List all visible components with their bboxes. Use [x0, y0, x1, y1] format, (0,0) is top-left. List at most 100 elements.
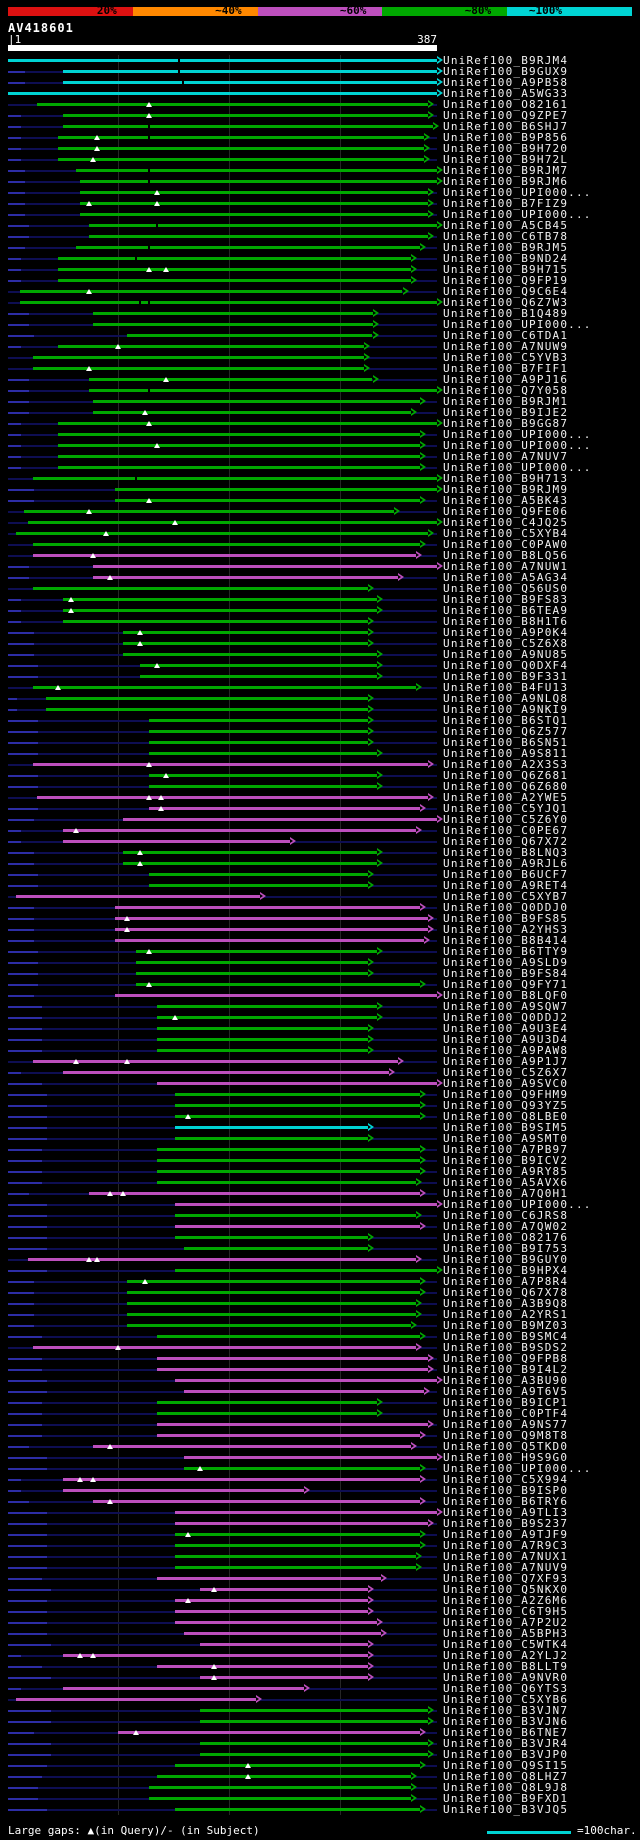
- hit-label[interactable]: UniRef100_B9H720: [443, 142, 569, 155]
- hit-label[interactable]: UniRef100_A7NUX1: [443, 1550, 569, 1563]
- hit-bar[interactable]: [8, 59, 437, 62]
- hit-label[interactable]: UniRef100_A2YRS1: [443, 1308, 569, 1321]
- hit-label[interactable]: UniRef100_A9SQW7: [443, 1000, 569, 1013]
- hit-bar[interactable]: [36, 796, 429, 799]
- hit-label[interactable]: UniRef100_A9PJ16: [443, 373, 569, 386]
- hit-label[interactable]: UniRef100_C5Z6Y0: [443, 813, 569, 826]
- hit-label[interactable]: UniRef100_Q6Z680: [443, 780, 569, 793]
- hit-bar[interactable]: [174, 1104, 421, 1107]
- hit-bar[interactable]: [62, 840, 291, 843]
- hit-label[interactable]: UniRef100_C0PE67: [443, 824, 569, 837]
- hit-bar[interactable]: [183, 1247, 369, 1250]
- hit-bar[interactable]: [45, 708, 369, 711]
- hit-bar[interactable]: [62, 125, 433, 128]
- hit-label[interactable]: UniRef100_A7NUV9: [443, 1561, 569, 1574]
- hit-bar[interactable]: [58, 257, 412, 260]
- hit-bar[interactable]: [200, 1709, 429, 1712]
- hit-bar[interactable]: [32, 763, 429, 766]
- hit-label[interactable]: UniRef100_B9I4L2: [443, 1363, 569, 1376]
- hit-bar[interactable]: [32, 686, 416, 689]
- hit-bar[interactable]: [80, 180, 437, 183]
- hit-bar[interactable]: [23, 510, 394, 513]
- hit-label[interactable]: UniRef100_B9SMC4: [443, 1330, 569, 1343]
- hit-label[interactable]: UniRef100_A9PAW8: [443, 1044, 569, 1057]
- hit-bar[interactable]: [92, 1445, 412, 1448]
- hit-bar[interactable]: [32, 477, 437, 480]
- hit-label[interactable]: UniRef100_B9ISP0: [443, 1484, 569, 1497]
- hit-label[interactable]: UniRef100_B3VJN7: [443, 1704, 569, 1717]
- hit-bar[interactable]: [156, 1005, 377, 1008]
- hit-bar[interactable]: [126, 334, 373, 337]
- hit-bar[interactable]: [20, 301, 437, 304]
- hit-bar[interactable]: [149, 807, 421, 810]
- hit-label[interactable]: UniRef100_Q5TKD0: [443, 1440, 569, 1453]
- hit-bar[interactable]: [126, 1291, 421, 1294]
- hit-label[interactable]: UniRef100_Q7XF93: [443, 1572, 569, 1585]
- hit-bar[interactable]: [156, 1357, 429, 1360]
- hit-bar[interactable]: [149, 730, 368, 733]
- hit-label[interactable]: UniRef100_B6UCF7: [443, 868, 569, 881]
- hit-label[interactable]: UniRef100_UPI000...: [443, 439, 592, 452]
- hit-bar[interactable]: [32, 587, 369, 590]
- hit-label[interactable]: UniRef100_B8LQF0: [443, 989, 569, 1002]
- hit-label[interactable]: UniRef100_B9GUX9: [443, 65, 569, 78]
- hit-bar[interactable]: [174, 1566, 416, 1569]
- hit-bar[interactable]: [8, 92, 437, 95]
- hit-bar[interactable]: [156, 1016, 377, 1019]
- hit-bar[interactable]: [62, 114, 429, 117]
- hit-label[interactable]: UniRef100_B8B414: [443, 934, 569, 947]
- hit-bar[interactable]: [58, 444, 421, 447]
- hit-bar[interactable]: [149, 1786, 412, 1789]
- hit-bar[interactable]: [32, 1346, 416, 1349]
- hit-bar[interactable]: [62, 1687, 304, 1690]
- hit-label[interactable]: UniRef100_B9H72L: [443, 153, 569, 166]
- hit-bar[interactable]: [200, 1753, 429, 1756]
- hit-label[interactable]: UniRef100_UPI000...: [443, 428, 592, 441]
- hit-label[interactable]: UniRef100_C5YVB3: [443, 351, 569, 364]
- hit-label[interactable]: UniRef100_C4JQ25: [443, 516, 569, 529]
- hit-bar[interactable]: [92, 411, 412, 414]
- hit-bar[interactable]: [174, 1269, 437, 1272]
- hit-label[interactable]: UniRef100_Q0DDJ2: [443, 1011, 569, 1024]
- hit-bar[interactable]: [174, 1093, 421, 1096]
- hit-bar[interactable]: [15, 1698, 256, 1701]
- hit-bar[interactable]: [200, 1588, 369, 1591]
- hit-label[interactable]: UniRef100_Q6YTS3: [443, 1682, 569, 1695]
- hit-label[interactable]: UniRef100_UPI000...: [443, 318, 592, 331]
- hit-bar[interactable]: [58, 466, 421, 469]
- hit-label[interactable]: UniRef100_Q6Z577: [443, 725, 569, 738]
- hit-label[interactable]: UniRef100_A9RET4: [443, 879, 569, 892]
- hit-label[interactable]: UniRef100_C5Z6X7: [443, 1066, 569, 1079]
- hit-label[interactable]: UniRef100_Q93YZ5: [443, 1099, 569, 1112]
- hit-label[interactable]: UniRef100_A7NUW1: [443, 560, 569, 573]
- hit-label[interactable]: UniRef100_B3VJP0: [443, 1748, 569, 1761]
- hit-bar[interactable]: [92, 323, 373, 326]
- hit-label[interactable]: UniRef100_B9S237: [443, 1517, 569, 1530]
- hit-label[interactable]: UniRef100_B9SDS2: [443, 1341, 569, 1354]
- hit-label[interactable]: UniRef100_Q9FY71: [443, 978, 569, 991]
- hit-bar[interactable]: [135, 950, 377, 953]
- hit-label[interactable]: UniRef100_B9FXD1: [443, 1792, 569, 1805]
- hit-bar[interactable]: [20, 290, 403, 293]
- hit-label[interactable]: UniRef100_UPI000...: [443, 461, 592, 474]
- hit-label[interactable]: UniRef100_Q8LHZ7: [443, 1770, 569, 1783]
- hit-label[interactable]: UniRef100_A9SLD9: [443, 956, 569, 969]
- hit-bar[interactable]: [114, 499, 421, 502]
- hit-bar[interactable]: [174, 1610, 369, 1613]
- hit-bar[interactable]: [80, 191, 429, 194]
- hit-bar[interactable]: [58, 268, 412, 271]
- hit-bar[interactable]: [58, 279, 412, 282]
- hit-label[interactable]: UniRef100_B7FIZ9: [443, 197, 569, 210]
- hit-bar[interactable]: [126, 1313, 416, 1316]
- hit-bar[interactable]: [156, 1423, 429, 1426]
- hit-label[interactable]: UniRef100_B9RJM4: [443, 54, 569, 67]
- hit-label[interactable]: UniRef100_A2YWE5: [443, 791, 569, 804]
- hit-bar[interactable]: [126, 1324, 412, 1327]
- hit-label[interactable]: UniRef100_A9SVC0: [443, 1077, 569, 1090]
- hit-bar[interactable]: [28, 1258, 416, 1261]
- hit-label[interactable]: UniRef100_A9U3D4: [443, 1033, 569, 1046]
- hit-bar[interactable]: [156, 1148, 421, 1151]
- hit-label[interactable]: UniRef100_B9HPX4: [443, 1264, 569, 1277]
- hit-label[interactable]: UniRef100_B6SHJ7: [443, 120, 569, 133]
- hit-bar[interactable]: [62, 81, 437, 84]
